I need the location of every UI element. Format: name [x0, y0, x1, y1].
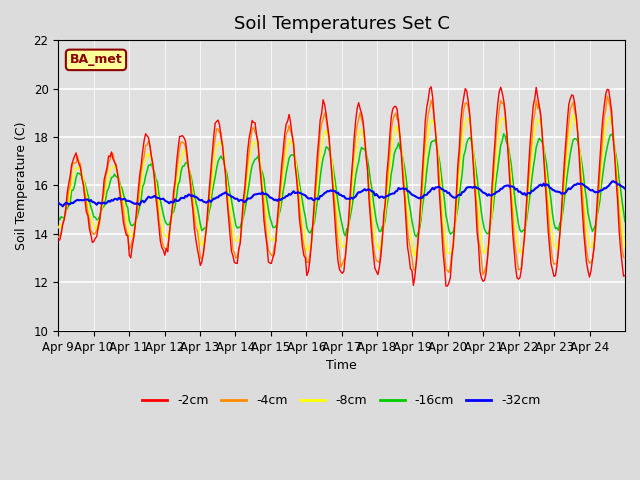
Text: BA_met: BA_met — [70, 53, 122, 66]
Title: Soil Temperatures Set C: Soil Temperatures Set C — [234, 15, 449, 33]
X-axis label: Time: Time — [326, 359, 357, 372]
Legend: -2cm, -4cm, -8cm, -16cm, -32cm: -2cm, -4cm, -8cm, -16cm, -32cm — [138, 389, 546, 412]
Y-axis label: Soil Temperature (C): Soil Temperature (C) — [15, 121, 28, 250]
